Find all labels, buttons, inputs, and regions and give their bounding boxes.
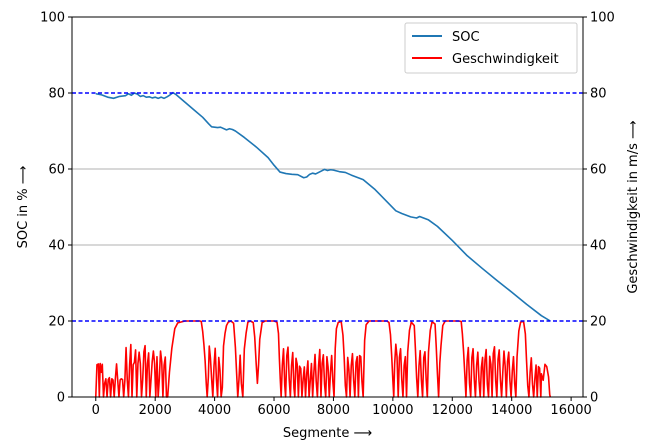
x-tick-label: 4000 — [198, 403, 231, 418]
x-axis-title: Segmente ⟶ — [283, 426, 372, 441]
legend: SOC Geschwindigkeit — [404, 22, 578, 74]
y-left-tick-label: 20 — [48, 315, 65, 330]
x-tick-label: 10000 — [372, 403, 413, 418]
series-line-soc — [95, 91, 551, 322]
ticks: 0 2000 4000 6000 8000 10000 12000 14000 16000020… — [40, 11, 615, 419]
x-tick-label: 8000 — [317, 403, 350, 418]
y-left-tick-label: 40 — [48, 239, 65, 254]
y-right-tick-label: 0 — [590, 391, 598, 406]
y-left-tick-label: 80 — [48, 87, 65, 102]
y-axis-right-title: Geschwindigkeit in m/s ⟶ — [626, 120, 641, 293]
y-right-tick-label: 40 — [590, 239, 607, 254]
x-tick-label: 12000 — [432, 403, 473, 418]
y-axis-left-title: SOC in % ⟶ — [16, 166, 31, 249]
y-right-tick-label: 80 — [590, 87, 607, 102]
plot-frame — [71, 16, 584, 398]
x-tick-label: 16000 — [550, 403, 591, 418]
legend-label-geschwindigkeit: Geschwindigkeit — [452, 52, 559, 67]
y-right-tick-label: 60 — [590, 163, 607, 178]
x-tick-label: 14000 — [491, 403, 532, 418]
y-left-tick-label: 60 — [48, 163, 65, 178]
y-left-tick-label: 0 — [57, 391, 65, 406]
x-tick-label: 2000 — [139, 403, 172, 418]
reference-lines — [72, 92, 583, 322]
x-tick-label: 0 — [92, 403, 100, 418]
y-right-tick-label: 100 — [590, 11, 615, 26]
x-tick-label: 6000 — [257, 403, 290, 418]
grid-layer — [72, 168, 583, 246]
y-left-tick-label: 100 — [40, 11, 65, 26]
y-right-tick-label: 20 — [590, 315, 607, 330]
series-line-geschwindigkeit — [94, 320, 552, 398]
legend-box — [404, 22, 578, 74]
legend-label-soc: SOC — [452, 30, 480, 45]
